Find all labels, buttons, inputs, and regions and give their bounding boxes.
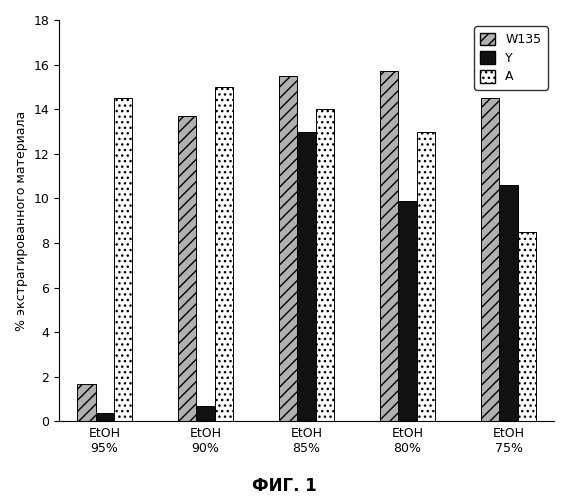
Bar bbox=[279, 76, 298, 422]
Bar bbox=[96, 412, 114, 422]
Bar bbox=[196, 406, 215, 421]
Bar bbox=[417, 132, 435, 422]
Bar bbox=[481, 98, 500, 422]
Legend: W135, Y, A: W135, Y, A bbox=[474, 26, 548, 90]
Text: ФИГ. 1: ФИГ. 1 bbox=[252, 477, 317, 495]
Bar bbox=[178, 116, 196, 422]
Y-axis label: % экстрагированного материала: % экстрагированного материала bbox=[15, 110, 28, 331]
Bar bbox=[298, 132, 316, 422]
Bar bbox=[518, 232, 536, 422]
Bar bbox=[77, 384, 96, 422]
Bar bbox=[114, 98, 132, 422]
Bar bbox=[380, 72, 398, 422]
Bar bbox=[316, 109, 334, 422]
Bar bbox=[215, 87, 233, 422]
Bar bbox=[398, 200, 417, 422]
Bar bbox=[500, 185, 518, 422]
